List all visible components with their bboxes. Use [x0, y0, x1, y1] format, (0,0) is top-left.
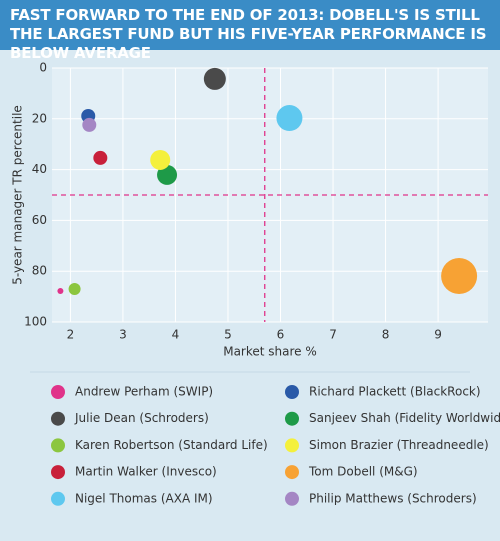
legend-label: Tom Dobell (M&G) [308, 465, 418, 479]
bubble [68, 282, 81, 295]
x-axis-label: Market share % [223, 345, 317, 359]
legend-swatch [285, 438, 299, 453]
legend-swatch [51, 438, 65, 453]
chart-title: FAST FORWARD TO THE END OF 2013: DOBELL'… [0, 0, 500, 62]
bubble [93, 150, 108, 165]
legend-swatch [51, 385, 65, 399]
y-axis-label: 5-year manager TR percentile [11, 105, 25, 285]
bubble [157, 164, 178, 185]
x-tick-label: 2 [67, 328, 75, 342]
x-tick-label: 7 [329, 328, 337, 342]
y-tick-label: 100 [24, 315, 47, 329]
legend-swatch [285, 491, 299, 506]
bubble [441, 258, 478, 295]
y-tick-label: 0 [39, 61, 47, 75]
legend-label: Karen Robertson (Standard Life) [75, 438, 268, 452]
legend-label: Richard Plackett (BlackRock) [309, 385, 481, 399]
x-tick-label: 5 [224, 328, 232, 342]
bubble [203, 67, 226, 90]
x-tick-label: 8 [382, 328, 390, 342]
legend-swatch [285, 465, 299, 480]
legend-label: Philip Matthews (Schroders) [309, 491, 477, 505]
x-tick-label: 6 [277, 328, 285, 342]
legend-swatch [51, 411, 65, 426]
x-tick-label: 4 [172, 328, 180, 342]
y-tick-label: 80 [32, 264, 47, 278]
legend-label: Andrew Perham (SWIP) [75, 385, 213, 399]
legend-label: Sanjeev Shah (Fidelity Worldwide) [309, 411, 500, 425]
legend-swatch [285, 411, 299, 426]
y-tick-label: 40 [32, 162, 47, 176]
y-tick-label: 20 [32, 111, 47, 125]
bubble [57, 288, 64, 295]
y-tick-label: 60 [32, 213, 47, 227]
bubble [276, 105, 303, 132]
legend-swatch [285, 385, 299, 399]
bubble [82, 117, 97, 132]
legend-swatch [51, 491, 65, 506]
x-tick-label: 3 [119, 328, 127, 342]
x-tick-label: 9 [434, 328, 442, 342]
legend-swatch [51, 465, 65, 480]
legend-label: Martin Walker (Invesco) [75, 465, 217, 479]
legend-label: Nigel Thomas (AXA IM) [75, 491, 213, 505]
bubble [150, 149, 171, 170]
legend-label: Simon Brazier (Threadneedle) [309, 438, 489, 452]
chart: Market share % 5-year manager TR percent… [11, 61, 500, 506]
legend-label: Julie Dean (Schroders) [74, 411, 209, 425]
